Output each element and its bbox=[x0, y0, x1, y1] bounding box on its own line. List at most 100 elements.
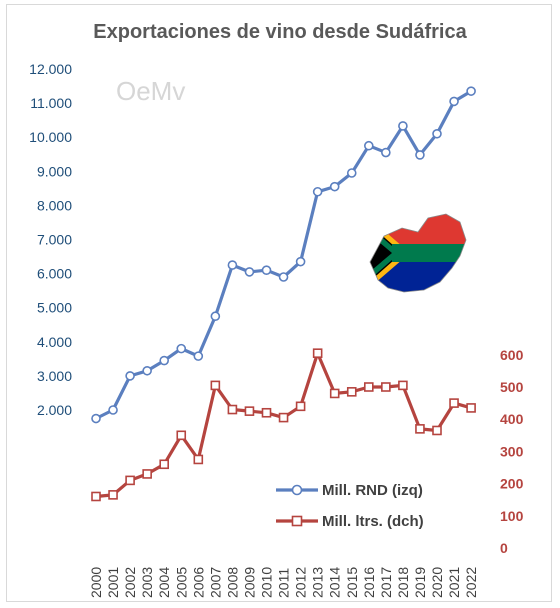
x-tick-label: 2006 bbox=[190, 567, 206, 598]
data-point bbox=[261, 407, 272, 418]
x-tick-label: 2002 bbox=[122, 567, 138, 598]
data-point bbox=[142, 469, 152, 479]
data-point bbox=[210, 380, 221, 391]
data-point bbox=[466, 86, 476, 96]
data-point bbox=[312, 348, 323, 358]
y-left-tick-label: 7.000 bbox=[37, 232, 72, 248]
data-point bbox=[142, 365, 152, 376]
y-left-tick-label: 8.000 bbox=[37, 197, 72, 213]
axes-layer: 2.000 3.000 4.000 5.000 6.000 7.000 8.000 9.000… bbox=[29, 61, 523, 598]
x-tick-label: 2011 bbox=[276, 568, 292, 598]
x-tick-label: 2004 bbox=[156, 567, 172, 598]
data-point bbox=[261, 265, 272, 275]
data-point bbox=[278, 412, 289, 423]
x-tick-label: 2000 bbox=[88, 567, 104, 598]
data-point bbox=[432, 128, 442, 139]
data-point bbox=[329, 388, 340, 399]
y-right-tick-label: 500 bbox=[500, 379, 524, 395]
chart-title: Exportaciones de vino desde Sudáfrica bbox=[93, 21, 467, 43]
data-point bbox=[227, 404, 238, 415]
data-point bbox=[91, 413, 101, 424]
x-tick-label: 2003 bbox=[139, 567, 155, 598]
y-left-tick-label: 9.000 bbox=[37, 163, 72, 179]
legend-label-1: Mill. RND (izq) bbox=[322, 482, 423, 499]
legend: Mill. RND (izq) Mill. ltrs. (dch) bbox=[276, 482, 424, 530]
data-point bbox=[363, 382, 374, 392]
data-point bbox=[210, 311, 221, 322]
data-point bbox=[415, 424, 425, 434]
y-left-tick-label: 12.000 bbox=[29, 61, 72, 77]
data-point bbox=[227, 260, 238, 270]
oemv-logo: OeMv bbox=[116, 76, 185, 106]
y-left-tick-label: 5.000 bbox=[37, 300, 72, 316]
legend-marker-1 bbox=[291, 484, 303, 496]
y-left-tick-label: 11.000 bbox=[30, 95, 72, 111]
y-left-tick-label: 10.000 bbox=[29, 129, 72, 145]
data-point bbox=[295, 401, 306, 412]
data-point bbox=[159, 459, 169, 470]
data-point bbox=[91, 491, 101, 502]
x-tick-label: 2016 bbox=[361, 567, 377, 598]
y-right-tick-label: 200 bbox=[500, 476, 524, 492]
data-point bbox=[108, 405, 118, 415]
legend-label-2: Mill. ltrs. (dch) bbox=[322, 513, 424, 530]
y-right-tick-label: 600 bbox=[500, 347, 524, 363]
y-left-tick-label: 6.000 bbox=[37, 266, 72, 282]
x-tick-label: 2009 bbox=[241, 567, 257, 598]
x-tick-label: 2014 bbox=[327, 567, 343, 598]
data-point bbox=[398, 380, 408, 391]
x-tick-label: 2010 bbox=[259, 567, 275, 598]
plot-layer bbox=[91, 86, 476, 502]
x-tick-label: 2001 bbox=[105, 567, 121, 598]
y-right-tick-label: 400 bbox=[500, 411, 524, 427]
x-tick-label: 2013 bbox=[310, 567, 326, 598]
data-point bbox=[176, 343, 187, 354]
data-point bbox=[193, 454, 204, 465]
south-africa-flag-map bbox=[369, 213, 467, 293]
x-tick-label: 2005 bbox=[173, 567, 189, 598]
data-point bbox=[449, 96, 459, 107]
series-line-2 bbox=[95, 351, 472, 499]
data-point bbox=[346, 387, 357, 397]
data-point bbox=[125, 371, 135, 381]
data-point bbox=[363, 140, 374, 151]
data-point bbox=[381, 382, 391, 392]
x-tick-label: 2021 bbox=[446, 567, 462, 598]
x-tick-label: 2019 bbox=[412, 567, 428, 598]
data-point bbox=[329, 181, 340, 192]
chart-frame bbox=[6, 4, 552, 602]
y-left-tick-label: 3.000 bbox=[37, 368, 72, 384]
x-tick-label: 2012 bbox=[293, 567, 309, 598]
data-point bbox=[312, 186, 323, 197]
x-tick-label: 2017 bbox=[378, 567, 394, 598]
data-point bbox=[398, 121, 408, 131]
x-tick-label: 2018 bbox=[395, 567, 411, 598]
y-left-tick-label: 4.000 bbox=[37, 334, 72, 350]
data-point bbox=[244, 406, 255, 416]
data-point bbox=[415, 150, 425, 160]
x-tick-label: 2020 bbox=[429, 567, 445, 598]
data-point bbox=[176, 430, 187, 441]
data-point bbox=[466, 403, 476, 413]
data-point bbox=[449, 398, 459, 408]
data-point bbox=[125, 475, 135, 486]
x-tick-label: 2008 bbox=[224, 567, 240, 598]
y-right-tick-label: 300 bbox=[500, 443, 524, 459]
data-point bbox=[193, 351, 204, 361]
data-point bbox=[381, 147, 391, 158]
legend-marker-2 bbox=[291, 515, 303, 527]
data-point bbox=[108, 490, 118, 500]
data-point bbox=[346, 168, 357, 178]
y-left-tick-label: 2.000 bbox=[37, 402, 72, 418]
data-point bbox=[244, 267, 255, 277]
data-point bbox=[432, 425, 442, 436]
x-tick-label: 2015 bbox=[344, 567, 360, 598]
data-point bbox=[278, 272, 289, 282]
data-point bbox=[295, 256, 306, 267]
x-tick-label: 2022 bbox=[463, 567, 479, 598]
data-point bbox=[159, 355, 169, 366]
x-tick-label: 2007 bbox=[207, 567, 223, 598]
y-right-tick-label: 100 bbox=[500, 508, 524, 524]
y-right-tick-label: 0 bbox=[500, 540, 508, 556]
